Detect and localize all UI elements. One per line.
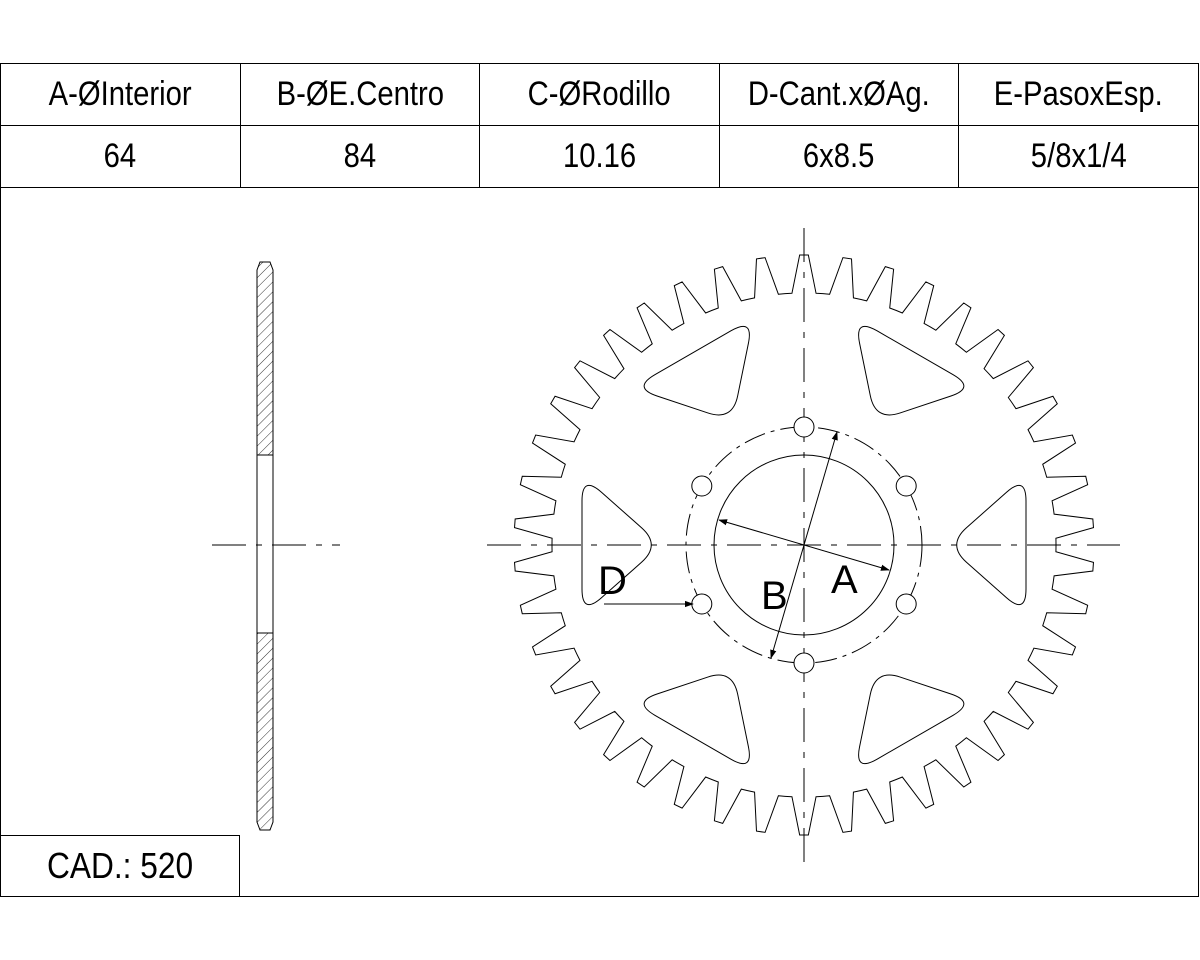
label-b: B	[761, 574, 788, 618]
spec-header-row: A-ØInterior B-ØE.Centro C-ØRodillo D-Can…	[0, 63, 1199, 126]
bolt-hole	[793, 416, 815, 438]
label-d: D	[598, 559, 627, 603]
lightening-window	[858, 674, 965, 765]
front-view: A B D	[487, 228, 1120, 862]
cad-label-text: CAD.: 520	[46, 845, 194, 886]
bolt-hole	[691, 593, 713, 615]
value-d-text: 6x8.5	[803, 137, 875, 175]
lightening-window	[643, 674, 750, 765]
header-b: B-ØE.Centro	[239, 63, 481, 126]
lightening-windows	[581, 325, 1027, 765]
value-b: 84	[239, 125, 481, 188]
header-a: A-ØInterior	[0, 63, 241, 126]
label-a: A	[831, 558, 858, 602]
value-c-text: 10.16	[562, 137, 637, 175]
value-a-text: 64	[104, 137, 137, 175]
header-d-text: D-Cant.xØAg.	[748, 75, 931, 113]
value-e: 5/8x1/4	[958, 125, 1199, 188]
bolt-hole	[793, 652, 815, 674]
spec-table: A-ØInterior B-ØE.Centro C-ØRodillo D-Can…	[0, 63, 1199, 188]
cad-label: CAD.: 520	[0, 835, 240, 897]
bolt-circle	[685, 426, 923, 664]
header-e-text: E-PasoxEsp.	[994, 75, 1164, 113]
value-d: 6x8.5	[718, 125, 960, 188]
lightening-window	[956, 484, 1027, 606]
side-view	[212, 261, 340, 831]
value-b-text: 84	[343, 137, 377, 175]
value-c: 10.16	[479, 125, 720, 188]
lightening-window	[581, 484, 652, 606]
side-upper-section	[256, 261, 274, 456]
header-b-text: B-ØE.Centro	[276, 75, 444, 113]
header-e: E-PasoxEsp.	[958, 63, 1199, 126]
bolt-hole	[895, 593, 917, 615]
spec-value-row: 64 84 10.16 6x8.5 5/8x1/4	[0, 125, 1199, 188]
lightening-window	[643, 325, 750, 416]
bolt-hole	[691, 475, 713, 497]
lightening-window	[858, 325, 965, 416]
bolt-hole	[895, 475, 917, 497]
header-c: C-ØRodillo	[479, 63, 720, 126]
value-e-text: 5/8x1/4	[1030, 137, 1127, 175]
dimension-b-arrow	[770, 431, 838, 659]
header-a-text: A-ØInterior	[48, 75, 192, 113]
value-a: 64	[0, 125, 241, 188]
side-lower-section	[256, 632, 274, 831]
header-c-text: C-ØRodillo	[527, 75, 671, 113]
sprocket-teeth-outline	[513, 254, 1095, 836]
side-bore	[256, 454, 274, 634]
header-d: D-Cant.xØAg.	[718, 63, 960, 126]
